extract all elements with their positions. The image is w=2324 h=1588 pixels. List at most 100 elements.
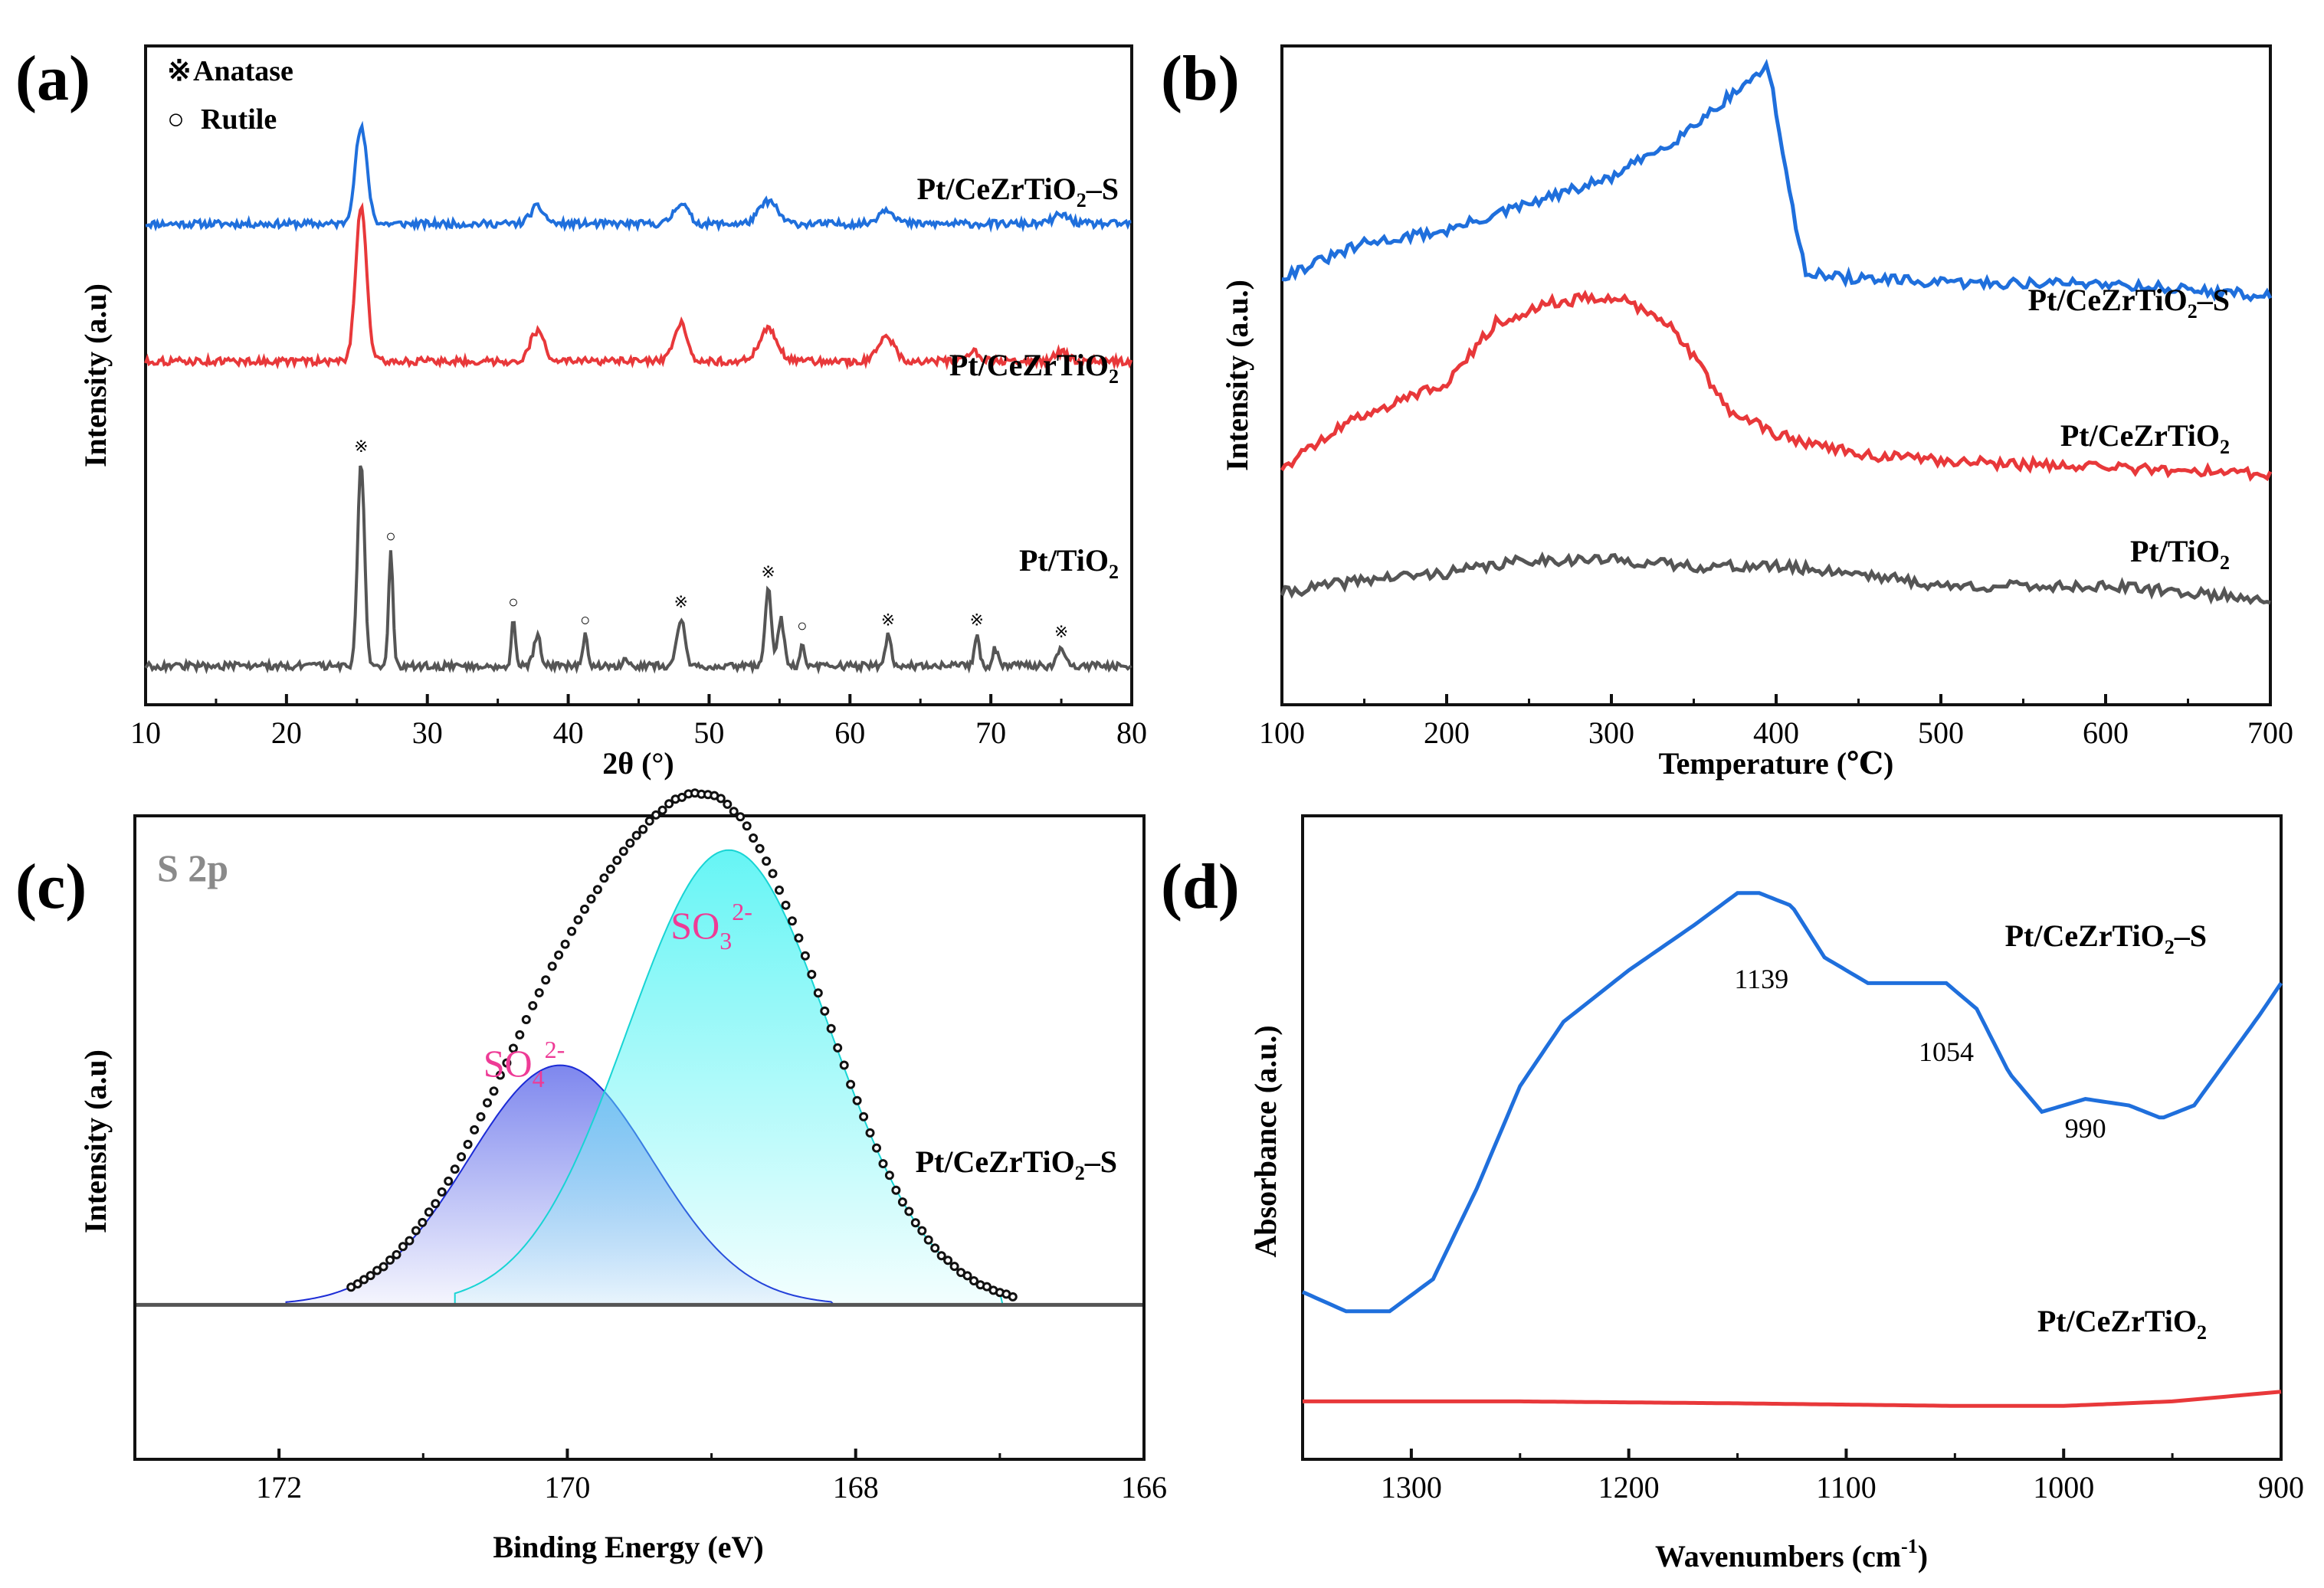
envelope-point [573,915,583,925]
panel-b-x-tick-label-200: 200 [1424,715,1470,750]
envelope-point [521,1015,531,1024]
envelope-point [723,799,733,809]
peak-marker-5: ※ [761,562,775,581]
panel-d-xlabel-end: ) [1918,1539,1928,1573]
envelope-point [943,1256,953,1265]
envelope-point [813,988,823,998]
envelope-point [664,799,674,809]
panel-c-xlabel: Binding Energy (eV) [493,1530,763,1564]
panel-a-series-label-1-sub: 2 [1109,365,1119,388]
panel-d-series-label-0-sub: 2 [2165,936,2175,958]
panel-d-series-label-0-main: Pt/CeZrTiO [2005,918,2165,953]
envelope-point [495,1070,505,1080]
envelope-point [846,1079,856,1089]
envelope-point [586,894,596,904]
envelope-point [405,1236,415,1246]
envelope-point [385,1255,395,1265]
panel-c-sample-label-main: Pt/CeZrTiO [916,1144,1075,1179]
panel-a-x-tick-label-10: 10 [130,715,161,750]
envelope-point [605,864,615,874]
panel-c-plot-area: SO42-SO32-Pt/CeZrTiO2–S [136,788,1142,1307]
peak-marker-1: ○ [385,526,395,545]
envelope-point [897,1197,907,1207]
species-label-1-sup: 2- [732,898,752,925]
envelope-point [930,1243,940,1253]
panel-b-x-tick-label-700: 700 [2247,715,2293,750]
envelope-point [833,1043,843,1053]
panel-a-legend: ※ Anatase ○ Rutile [167,55,293,136]
panel-d-series-label-0: Pt/CeZrTiO2–S [2005,918,2207,958]
envelope-point [580,904,589,914]
panel-a-series-label-0: Pt/CeZrTiO2–S [917,172,1119,211]
panel-b-series-label-1-sub: 2 [2220,436,2230,458]
series-line-2 [144,465,1132,675]
panel-b-series-label-0-suffix: –S [2197,283,2230,317]
envelope-point [982,1282,992,1292]
envelope-point [457,1152,467,1162]
species-label-0: SO42- [483,1036,565,1092]
envelope-point [502,1058,512,1068]
envelope-point [515,1030,525,1040]
panel-b-x-tick-label-100: 100 [1259,715,1305,750]
panel-b-x-axis: 100 200 300 400 500 600 700 [1259,694,2293,750]
envelope-point [352,1279,362,1288]
envelope-point [949,1262,959,1272]
envelope-point [923,1235,933,1245]
envelope-point [904,1207,914,1216]
panel-a-xrd: (a) ※ Anatase ○ Rutile Pt/CeZrTiO2–SPt/C… [15,43,1147,781]
envelope-point [749,833,759,843]
panel-a-series-label-2-main: Pt/TiO [1019,543,1109,578]
panel-b-series-label-2: Pt/TiO2 [2130,534,2230,574]
species-label-0-sup: 2- [545,1036,565,1063]
envelope-point [794,933,804,943]
envelope-point [489,1086,499,1096]
envelope-point [411,1226,421,1236]
series-line-1 [144,201,1133,371]
envelope-point [437,1187,447,1197]
panel-a-series-label-0-sub: 2 [1077,189,1087,211]
envelope-point [677,792,687,802]
panel-a-series-label-2-sub: 2 [1109,561,1119,583]
peak-marker-8: ※ [970,610,984,629]
envelope-point [638,824,648,834]
panel-b-series-label-2-sub: 2 [2220,552,2230,574]
envelope-point [431,1199,441,1209]
envelope-point [644,816,654,826]
envelope-point [554,950,564,960]
series-line-1 [1303,1390,2282,1408]
envelope-point [820,1006,830,1016]
panel-d-x-tick-label-1300: 1300 [1381,1470,1442,1505]
envelope-point [936,1251,946,1261]
panel-d-xlabel-sup: -1 [1901,1535,1918,1557]
panel-d-x-tick-label-1100: 1100 [1816,1470,1877,1505]
panel-b-x-tick-label-300: 300 [1588,715,1634,750]
envelope-point [891,1185,901,1195]
peak-marker-9: ※ [1054,622,1068,641]
envelope-point [470,1125,480,1135]
envelope-point [651,810,661,820]
panel-d-series-label-0-suffix: –S [2174,918,2207,953]
envelope-point [398,1242,408,1252]
envelope-point [631,830,641,840]
panel-a-series-label-0-suffix: –S [1086,172,1119,206]
panel-a-x-axis: 10 20 30 40 50 60 70 80 [130,694,1147,750]
panel-b-series-label-1: Pt/CeZrTiO2 [2060,418,2230,458]
panel-d-label: (d) [1161,851,1240,922]
panel-c-frame [133,814,1146,1461]
panel-b-x-tick-label-500: 500 [1918,715,1964,750]
panel-c-sample-label: Pt/CeZrTiO2–S [916,1144,1117,1184]
panel-d-x-tick-label-1200: 1200 [1598,1470,1660,1505]
envelope-point [372,1265,382,1275]
peak-marker-2: ○ [508,592,518,611]
envelope-point [807,970,817,979]
envelope-point [859,1112,869,1121]
envelope-point [359,1275,369,1285]
envelope-point [483,1098,492,1108]
panel-c-label: (c) [15,851,87,922]
panel-d-frame [1301,814,2283,1461]
panel-a-x-tick-label-80: 80 [1116,715,1147,750]
envelope-point [872,1143,881,1153]
envelope-point [716,794,726,804]
